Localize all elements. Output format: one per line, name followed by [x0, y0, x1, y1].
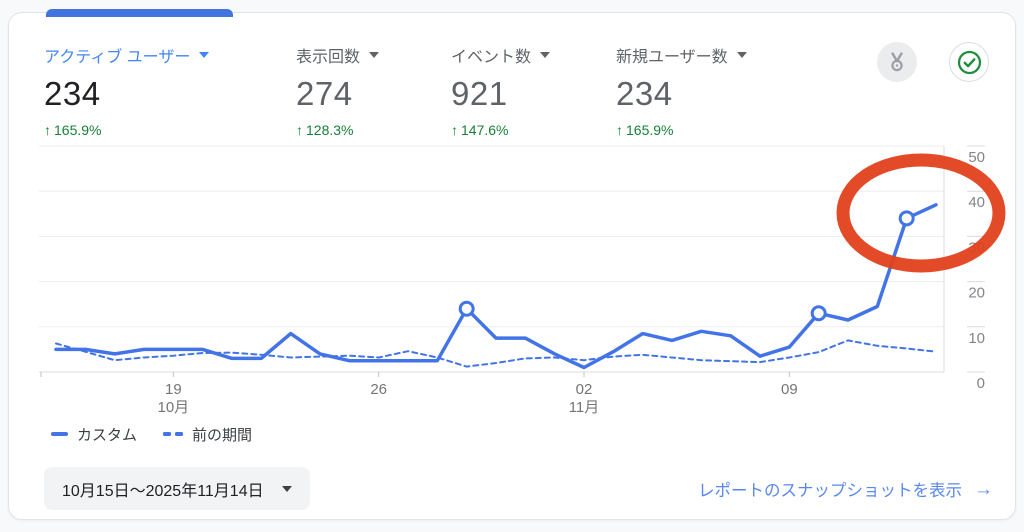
medal-icon: [891, 52, 903, 72]
x-axis-label: 26: [370, 381, 387, 398]
metric-new-users: 新規ユーザー数 234 ↑ 165.9%: [616, 43, 747, 138]
x-axis-sublabel: 10月: [157, 399, 189, 416]
solid-line-swatch: [51, 432, 68, 436]
metric-delta-value: 165.9%: [626, 122, 674, 138]
x-axis-label: 19: [165, 381, 182, 398]
right-arrow-icon: →: [974, 478, 993, 500]
previous-period-line: [55, 339, 937, 368]
active-tab-indicator: [46, 9, 233, 17]
data-status-button[interactable]: [949, 42, 989, 82]
x-axis-sublabel: 11月: [569, 399, 600, 416]
legend-item-custom: カスタム: [51, 424, 137, 445]
legend-item-previous-period: 前の期間: [163, 424, 252, 445]
x-axis-label: 02: [576, 381, 593, 398]
metric-delta-value: 165.9%: [54, 122, 102, 138]
metric-label: 表示回数: [296, 49, 361, 66]
report-snapshot-link-label: レポートのスナップショットを表示: [698, 482, 962, 500]
metric-label: 新規ユーザー数: [616, 49, 728, 66]
legend: カスタム 前の期間: [51, 423, 252, 445]
y-axis-label: 50: [968, 149, 985, 166]
x-axis-label: 09: [781, 381, 798, 398]
chevron-down-icon: [199, 52, 210, 58]
up-arrow-icon: ↑: [616, 122, 623, 138]
data-point-marker: [458, 300, 475, 317]
overview-card: アクティブ ユーザー 234 ↑ 165.9% 表示回数 274 ↑ 128.3…: [8, 12, 1016, 520]
legend-label: カスタム: [77, 426, 138, 444]
chevron-down-icon: [736, 52, 747, 58]
dashed-line-swatch: [163, 432, 184, 436]
metric-label: イベント数: [451, 49, 532, 66]
metric-label: アクティブ ユーザー: [44, 49, 191, 66]
metric-delta-value: 147.6%: [461, 122, 509, 138]
metric-views: 表示回数 274 ↑ 128.3%: [296, 43, 380, 138]
metric-delta-value: 128.3%: [306, 122, 354, 138]
legend-label: 前の期間: [192, 426, 253, 444]
up-arrow-icon: ↑: [451, 122, 458, 138]
metric-delta: ↑ 165.9%: [616, 122, 747, 138]
metric-active-users: アクティブ ユーザー 234 ↑ 165.9%: [44, 43, 210, 138]
metric-delta: ↑ 165.9%: [44, 122, 209, 138]
chevron-down-icon: [540, 52, 551, 58]
metric-dropdown-new-users[interactable]: 新規ユーザー数: [616, 43, 747, 67]
metric-dropdown-views[interactable]: 表示回数: [296, 43, 380, 67]
annotation-red-circle: [836, 153, 1006, 273]
metric-events: イベント数 921 ↑ 147.6%: [451, 43, 551, 138]
check-circle-icon: [957, 50, 981, 74]
custom-line: [54, 203, 938, 370]
data-point-marker: [898, 210, 915, 227]
chevron-down-icon: [369, 52, 380, 58]
y-axis-label: 10: [968, 330, 985, 347]
metric-value: 234: [44, 75, 101, 112]
y-axis-label: 20: [968, 285, 985, 302]
metric-delta: ↑ 147.6%: [451, 122, 550, 138]
data-point-marker: [810, 305, 827, 322]
chevron-down-icon: [281, 485, 292, 492]
metric-value: 274: [296, 75, 353, 112]
metric-delta: ↑ 128.3%: [296, 122, 379, 138]
metric-dropdown-active-users[interactable]: アクティブ ユーザー: [44, 43, 210, 67]
up-arrow-icon: ↑: [296, 122, 303, 138]
y-axis-label: 40: [968, 194, 985, 211]
metric-value: 234: [616, 75, 673, 112]
report-snapshot-link[interactable]: レポートのスナップショットを表示 →: [698, 477, 993, 501]
chart: 0 10 20 30 40 50 19 10月 26 02 11月 09: [31, 141, 1017, 423]
y-axis-label: 0: [977, 375, 985, 392]
metric-value: 921: [451, 75, 508, 112]
up-arrow-icon: ↑: [44, 122, 51, 138]
date-range-label: 10月15日〜2025年11月14日: [62, 482, 264, 500]
date-range-selector[interactable]: 10月15日〜2025年11月14日: [44, 467, 310, 510]
metric-dropdown-events[interactable]: イベント数: [451, 43, 551, 67]
benchmark-badge-button[interactable]: [877, 42, 917, 82]
